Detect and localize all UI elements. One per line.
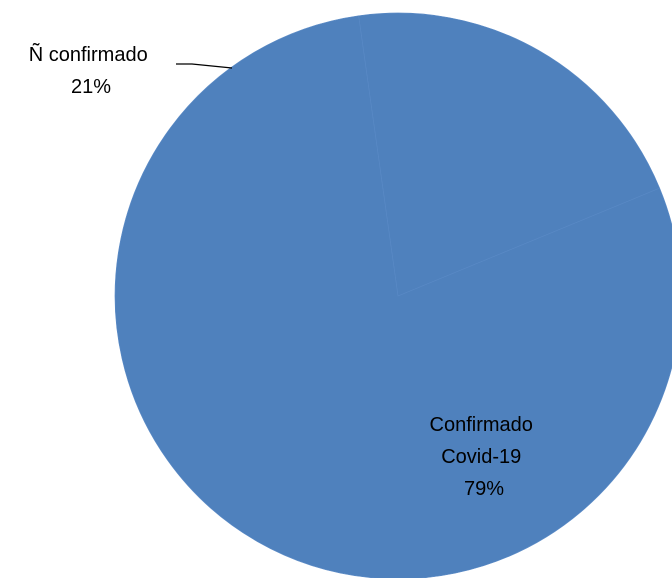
- label-confirmado-line-2: Covid-19: [441, 446, 521, 468]
- pie-slices: [114, 12, 672, 578]
- label-confirmado-covid: Confirmado Covid-19 79%: [430, 414, 539, 500]
- label-n-confirmado-line-1: Ñ confirmado: [29, 42, 148, 66]
- leader-line-n-confirmado-tail: [176, 63, 233, 69]
- label-n-confirmado-percent: 21%: [71, 76, 111, 98]
- label-confirmado-percent: 79%: [464, 478, 504, 500]
- slice-confirmado-covid: [114, 15, 672, 578]
- label-confirmado-line-1: Confirmado: [430, 414, 533, 436]
- slice-n-confirmado: [358, 12, 661, 297]
- label-n-confirmado: Ñ confirmado 21%: [29, 42, 154, 98]
